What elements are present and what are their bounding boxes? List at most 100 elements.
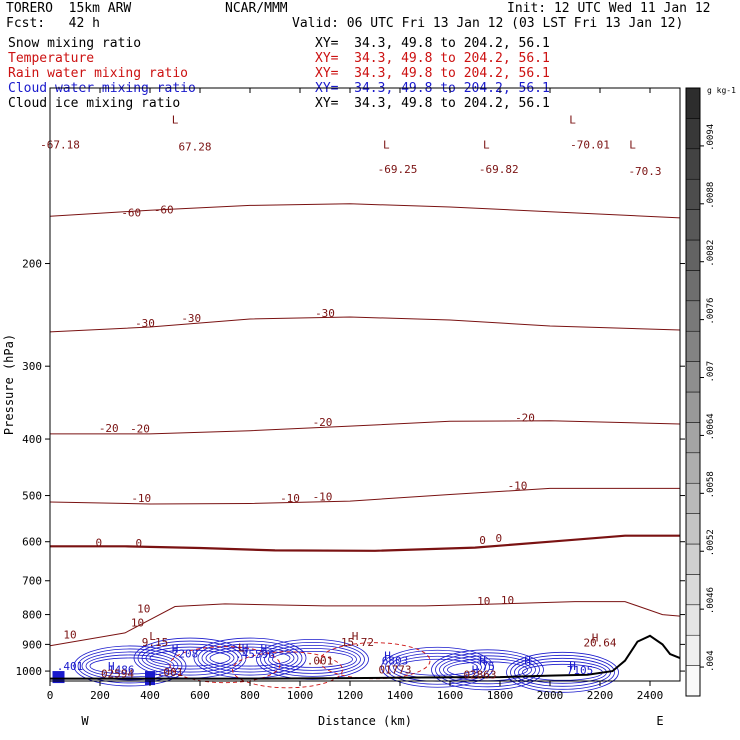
contour-label: H <box>352 630 359 643</box>
contour-label: H <box>472 664 479 677</box>
cloud-contour <box>205 646 295 670</box>
colorbar-tick-label: .0082 <box>706 240 716 267</box>
contour-label: L <box>383 139 390 152</box>
contour-label: 0 <box>95 537 102 550</box>
colorbar-unit: g kg-1 <box>707 86 736 95</box>
contour-label: -20 <box>515 411 535 424</box>
colorbar-band <box>685 482 701 514</box>
y-tick-label: 1000 <box>16 665 43 678</box>
isotherm-line <box>49 316 681 333</box>
y-axis-label: Pressure (hPa) <box>2 334 16 435</box>
colorbar-band <box>685 574 701 606</box>
field-xy: XY= 34.3, 49.8 to 204.2, 56.1 <box>315 96 550 111</box>
contour-label: -10 <box>280 492 300 505</box>
rain-contour <box>169 646 281 684</box>
contour-label: L <box>569 113 576 126</box>
cloud-contour <box>431 649 544 691</box>
contour-label: H <box>384 649 391 662</box>
colorbar-band <box>685 270 701 302</box>
x-tick-label: 1600 <box>437 689 464 702</box>
y-tick-label: 600 <box>22 536 42 549</box>
contour-label: 10 <box>477 595 490 608</box>
cloud-contour <box>260 642 365 677</box>
contour-label: 9.15 <box>142 636 169 649</box>
rain-contour <box>319 642 431 680</box>
y-tick-label: 800 <box>22 609 42 622</box>
contour-label: 0 <box>479 534 486 547</box>
contour-label: 0 <box>495 532 502 545</box>
colorbar-band <box>685 543 701 575</box>
model-name: TORERO 15km ARW <box>6 1 132 16</box>
contour-label: H <box>260 643 267 656</box>
x-axis-label: Distance (km) <box>318 714 412 728</box>
center-name: NCAR/MMM <box>225 1 288 16</box>
contour-label: H <box>569 660 576 673</box>
contour-label: L <box>483 139 490 152</box>
colorbar-band <box>685 513 701 545</box>
contour-label: 7208 <box>172 648 199 661</box>
cloud-contour <box>141 643 239 673</box>
colorbar-tick-label: .0052 <box>706 529 716 556</box>
x-tick-label: 1200 <box>337 689 364 702</box>
contour-label: -70.3 <box>628 165 661 178</box>
colorbar-band <box>685 239 701 271</box>
valid-time: Valid: 06 UTC Fri 13 Jan 12 (03 LST Fri … <box>292 16 684 31</box>
x-tick-label: 800 <box>240 689 260 702</box>
contour-label: -20 <box>99 422 119 435</box>
y-tick-label: 500 <box>22 490 42 503</box>
y-tick-label: 200 <box>22 258 42 271</box>
contour-label: .45596 <box>235 648 275 661</box>
colorbar-band <box>685 452 701 484</box>
x-tick-label: 0 <box>47 689 54 702</box>
x-tick-label: 2200 <box>587 689 614 702</box>
field-name: Rain water mixing ratio <box>8 66 189 81</box>
colorbar-band <box>685 118 701 150</box>
y-tick-label: 300 <box>22 360 42 373</box>
x-tick-label: 2000 <box>537 689 564 702</box>
y-tick-label: 400 <box>22 433 42 446</box>
contour-label: 67.28 <box>178 141 211 154</box>
y-tick-label: 700 <box>22 575 42 588</box>
colorbar-band <box>685 148 701 180</box>
contour-label: 0 <box>135 537 142 550</box>
contour-label: -70.01 <box>570 139 610 152</box>
contour-label: L <box>172 113 179 126</box>
colorbar-band <box>685 209 701 241</box>
colorbar-tick-label: .0046 <box>706 587 716 614</box>
cloud-contour <box>381 646 494 688</box>
colorbar-band <box>685 87 701 119</box>
cloud-contour <box>264 645 361 674</box>
cloud-patch <box>52 671 65 684</box>
contour-label: -10 <box>313 491 333 504</box>
cloud-contour <box>256 639 369 680</box>
colorbar-tick-label: .0064 <box>706 413 716 440</box>
contour-label: L <box>629 139 636 152</box>
field-name: Snow mixing ratio <box>8 36 142 51</box>
contour-label: -69.82 <box>479 163 519 176</box>
cloud-contour <box>506 651 619 693</box>
contour-label: H <box>479 655 486 668</box>
endpoint-right: E <box>656 714 663 728</box>
colorbar-tick-label: .004 <box>706 650 716 672</box>
colorbar-band <box>685 634 701 666</box>
contour-label: 6803 <box>382 654 409 667</box>
x-tick-label: 600 <box>190 689 210 702</box>
field-name: Temperature <box>8 51 95 66</box>
colorbar-band <box>685 178 701 210</box>
colorbar-frame <box>685 87 701 697</box>
contour-label: 01773 <box>378 664 411 677</box>
colorbar-band <box>685 300 701 332</box>
contour-label: 7105 <box>567 664 594 677</box>
contour-label: -60 <box>154 203 174 216</box>
colorbar-band <box>685 391 701 423</box>
forecast-hour: Fcst: 42 h <box>6 16 100 31</box>
isotherm-line <box>50 420 681 435</box>
contour-label: 15.72 <box>341 636 374 649</box>
colorbar-band <box>685 330 701 362</box>
contour-label: 10 <box>63 629 76 642</box>
terrain-line <box>50 634 681 680</box>
rain-contour <box>232 651 343 689</box>
contour-label: 02594 <box>101 668 134 681</box>
x-tick-label: 1400 <box>387 689 414 702</box>
y-tick-label: 900 <box>22 638 42 651</box>
